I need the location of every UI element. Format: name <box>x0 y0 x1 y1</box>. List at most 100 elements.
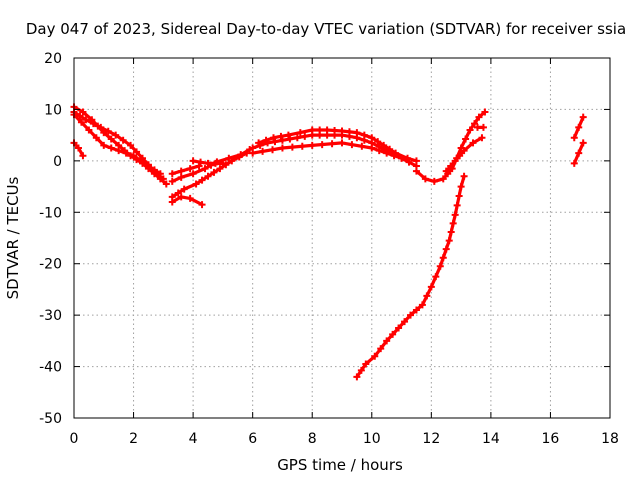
data-point <box>421 175 429 183</box>
data-point <box>293 134 301 142</box>
y-tick-label: -20 <box>39 257 62 273</box>
data-point <box>412 306 420 314</box>
data-point <box>371 352 379 360</box>
data-point <box>368 144 376 152</box>
series-arc-13 <box>412 108 489 185</box>
data-point <box>475 113 483 121</box>
y-tick-label: 10 <box>44 102 62 118</box>
data-point <box>298 142 306 150</box>
series-arc-2 <box>70 103 170 188</box>
series-arc-17 <box>570 113 587 142</box>
data-point <box>445 237 453 245</box>
data-point <box>316 126 324 134</box>
data-point <box>278 136 286 144</box>
series-arc-16 <box>473 123 487 131</box>
y-tick-label: 20 <box>44 51 62 67</box>
data-point <box>107 144 115 152</box>
data-point <box>451 211 459 219</box>
series-line <box>170 195 204 207</box>
data-point <box>360 131 368 139</box>
data-point <box>331 127 339 135</box>
data-point <box>375 147 383 155</box>
data-point <box>418 301 426 309</box>
data-point <box>460 147 468 155</box>
data-point <box>338 127 346 135</box>
data-point <box>427 283 435 291</box>
data-point <box>301 132 309 140</box>
data-point <box>104 127 112 135</box>
data-point <box>100 141 108 149</box>
data-point <box>579 113 587 121</box>
x-tick-label: 6 <box>248 431 257 447</box>
y-tick-label: -50 <box>39 411 62 427</box>
data-point <box>412 157 420 165</box>
series-arc-15 <box>353 172 468 381</box>
data-point <box>198 176 206 184</box>
data-point <box>269 146 277 154</box>
x-tick-label: 14 <box>482 431 500 447</box>
series-arc-11 <box>255 126 420 165</box>
data-point <box>219 159 227 167</box>
data-point <box>575 123 583 131</box>
data-point <box>112 131 120 139</box>
data-point <box>447 228 455 236</box>
data-point <box>395 324 403 332</box>
data-point <box>259 147 267 155</box>
data-point <box>201 165 209 173</box>
data-point <box>348 141 356 149</box>
data-point <box>168 177 176 185</box>
data-point <box>79 152 87 160</box>
data-point <box>570 159 578 167</box>
data-point <box>442 245 450 253</box>
series-arc-1 <box>70 139 87 160</box>
data-point <box>436 262 444 270</box>
data-point <box>451 157 459 165</box>
x-tick-label: 10 <box>363 431 381 447</box>
data-point <box>76 112 84 120</box>
data-point <box>447 162 455 170</box>
data-point <box>130 152 138 160</box>
data-point <box>328 140 336 148</box>
data-point <box>471 120 479 128</box>
chart-title: Day 047 of 2023, Sidereal Day-to-day VTE… <box>26 20 626 38</box>
data-point <box>195 162 203 170</box>
y-axis-label: SDTVAR / TECUs <box>4 176 22 299</box>
data-point <box>353 373 361 381</box>
data-point <box>481 108 489 116</box>
data-point <box>243 149 251 157</box>
data-point <box>442 167 450 175</box>
data-point <box>85 126 93 134</box>
data-point <box>74 144 82 152</box>
data-point <box>162 180 170 188</box>
series-line <box>170 164 201 176</box>
y-tick-label: -10 <box>39 205 62 221</box>
data-point <box>77 118 85 126</box>
y-tick-label: 0 <box>53 154 62 170</box>
data-point <box>406 311 414 319</box>
data-point <box>186 165 194 173</box>
data-point <box>204 172 212 180</box>
data-point <box>211 159 219 167</box>
data-point <box>398 154 406 162</box>
data-point <box>579 139 587 147</box>
data-point <box>389 330 397 338</box>
x-tick-label: 0 <box>70 431 79 447</box>
data-point <box>575 149 583 157</box>
data-point <box>380 141 388 149</box>
data-point <box>439 175 447 183</box>
data-point <box>277 132 285 140</box>
data-point <box>430 177 438 185</box>
data-point <box>137 157 145 165</box>
data-point <box>479 123 487 131</box>
data-point <box>127 141 135 149</box>
data-point <box>460 172 468 180</box>
data-point <box>177 193 185 201</box>
data-point <box>383 337 391 345</box>
data-point <box>174 189 182 197</box>
y-tick-label: -30 <box>39 308 62 324</box>
data-point <box>156 170 164 178</box>
data-point <box>383 149 391 157</box>
data-point <box>453 201 461 209</box>
series-line <box>355 174 466 379</box>
